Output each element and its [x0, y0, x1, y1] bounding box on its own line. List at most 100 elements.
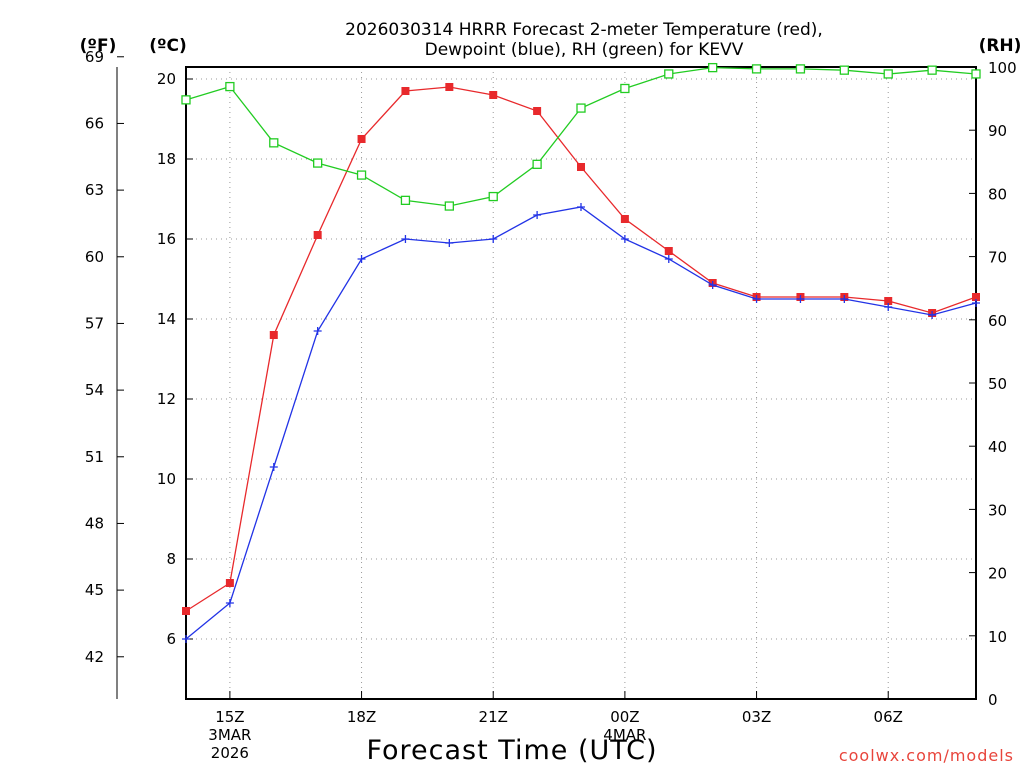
fahrenheit-tick-label: 51	[85, 448, 104, 466]
rh-point	[927, 65, 937, 75]
axes	[116, 66, 977, 700]
plot-frame	[185, 66, 977, 700]
rh-tick-label: 20	[988, 565, 1007, 583]
credit-link[interactable]: coolwx.com/models	[839, 746, 1014, 765]
rh-point	[269, 138, 279, 148]
dewpoint-point	[620, 235, 629, 243]
rh-point	[664, 69, 674, 79]
time-tick-label: 21Z	[479, 708, 508, 726]
dewpoint-point	[796, 295, 805, 303]
celsius-tick-label: 14	[157, 310, 176, 328]
grid-lines	[186, 67, 976, 699]
celsius-tick-label: 16	[157, 230, 176, 248]
dewpoint-point	[928, 311, 937, 319]
rh-point	[576, 103, 586, 113]
temperature-point	[972, 293, 980, 301]
rh-tick-label: 80	[988, 185, 1007, 203]
temperature-point	[884, 297, 893, 305]
temperature-point	[182, 607, 190, 615]
temperature-point	[533, 107, 542, 115]
fahrenheit-tick-label: 54	[85, 381, 104, 399]
celsius-unit-label: (ºC)	[149, 36, 187, 56]
temperature-point	[620, 215, 629, 223]
dewpoint-line	[185, 206, 977, 640]
temperature-point	[401, 87, 410, 95]
rh-tick-label: 70	[988, 249, 1007, 267]
dewpoint-point	[357, 255, 366, 263]
temperature-series	[182, 83, 980, 615]
time-tick-label: 18Z	[347, 708, 376, 726]
fahrenheit-tick-label: 63	[85, 181, 104, 199]
celsius-tick-label: 12	[157, 390, 176, 408]
dewpoint-point	[182, 635, 190, 643]
rh-point	[313, 158, 323, 168]
celsius-tick-label: 10	[157, 470, 176, 488]
rh-tick-label: 100	[988, 59, 1017, 77]
rh-point	[488, 191, 498, 202]
time-tick-label: 4MAR	[603, 726, 646, 744]
temperature-point	[445, 83, 454, 91]
dewpoint-series	[182, 203, 980, 643]
rh-point	[356, 170, 367, 180]
temperature-point	[489, 91, 498, 99]
fahrenheit-tick-label: 57	[85, 314, 104, 332]
time-tick-label: 06Z	[874, 708, 903, 726]
rh-tick-label: 0	[988, 691, 998, 709]
fahrenheit-unit-label: (ºF)	[80, 36, 117, 56]
rh-point	[620, 83, 630, 94]
dewpoint-point	[840, 295, 849, 303]
time-tick-label: 2026	[211, 744, 249, 762]
rh-point	[751, 64, 762, 74]
fahrenheit-tick-label: 45	[85, 581, 104, 599]
dewpoint-point	[225, 599, 234, 607]
dewpoint-point	[489, 235, 498, 243]
rh-point	[708, 62, 718, 73]
fahrenheit-tick-label: 60	[85, 248, 104, 266]
temperature-point	[225, 579, 234, 587]
time-tick-label: 15Z	[215, 708, 244, 726]
rh-point	[532, 159, 542, 169]
chart-title-line1: 2026030314 HRRR Forecast 2-meter Tempera…	[345, 20, 823, 40]
rh-point	[795, 64, 806, 74]
rh-series	[181, 62, 981, 211]
temperature-point	[664, 247, 673, 255]
rh-point	[400, 195, 411, 206]
dewpoint-point	[664, 255, 673, 263]
rh-tick-label: 40	[988, 438, 1007, 456]
rh-point	[883, 69, 893, 79]
time-tick-label: 00Z	[610, 708, 639, 726]
dewpoint-point	[401, 235, 410, 243]
temperature-point	[357, 135, 366, 143]
dewpoint-point	[752, 295, 761, 303]
time-tick-label: 3MAR	[208, 726, 251, 744]
fahrenheit-tick-label: 69	[85, 48, 104, 66]
data-series	[181, 62, 981, 643]
temperature-point	[313, 231, 322, 239]
fahrenheit-tick-label: 48	[85, 514, 104, 532]
x-axis-label: Forecast Time (UTC)	[366, 735, 657, 766]
rh-point	[225, 81, 235, 92]
fahrenheit-tick-label: 66	[85, 114, 104, 132]
dewpoint-point	[445, 239, 454, 247]
dewpoint-point	[269, 463, 278, 471]
chart-title-line2: Dewpoint (blue), RH (green) for KEVV	[425, 40, 744, 60]
dewpoint-point	[533, 211, 542, 219]
rh-point	[444, 201, 454, 211]
rh-unit-label: (RH)	[979, 36, 1022, 56]
celsius-tick-label: 6	[166, 630, 176, 648]
rh-point	[971, 69, 981, 79]
dewpoint-point	[313, 327, 322, 335]
temperature-point	[577, 163, 585, 171]
dewpoint-point	[972, 299, 980, 307]
temperature-point	[269, 331, 278, 339]
rh-point	[181, 95, 191, 105]
rh-tick-label: 10	[988, 628, 1007, 646]
rh-point	[839, 65, 849, 75]
celsius-tick-label: 8	[166, 550, 176, 568]
celsius-tick-label: 18	[157, 150, 176, 168]
time-tick-label: 03Z	[742, 708, 771, 726]
dewpoint-point	[577, 203, 585, 211]
dewpoint-point	[884, 303, 893, 311]
rh-tick-label: 50	[988, 375, 1007, 393]
